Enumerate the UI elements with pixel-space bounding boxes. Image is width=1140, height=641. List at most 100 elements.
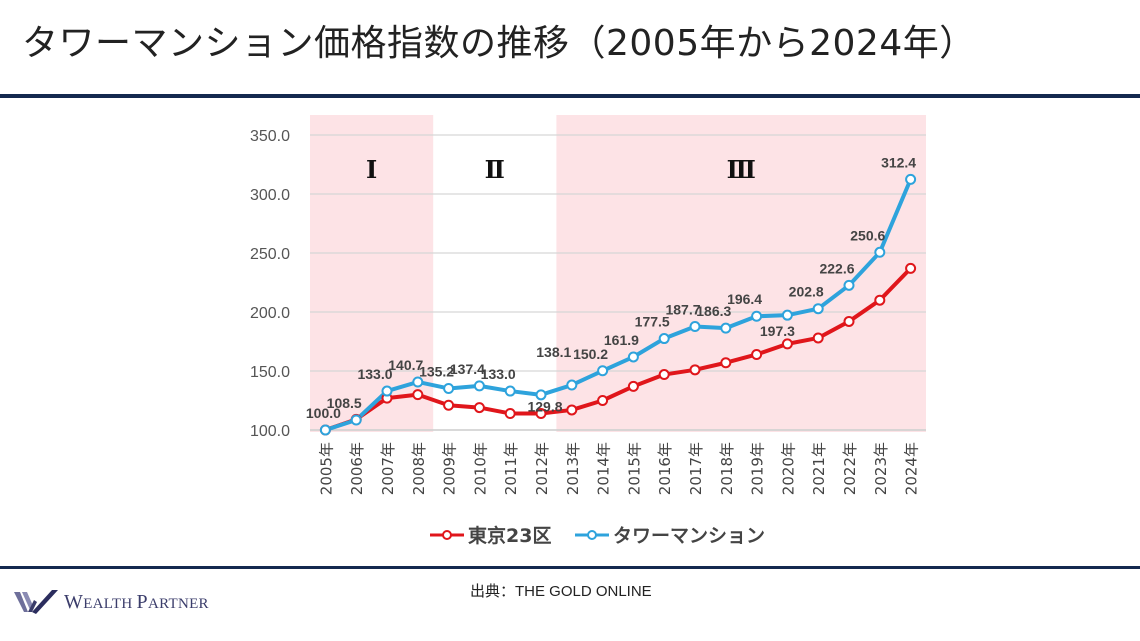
data-point-tower-mansion <box>473 380 485 392</box>
data-label: 161.9 <box>604 332 639 348</box>
wealth-partner-w-logo-icon <box>14 590 58 614</box>
data-point-tower-mansion <box>627 351 639 363</box>
data-point-tokyo23 <box>843 315 855 327</box>
footer-divider <box>0 566 1140 569</box>
x-tick-label: 2009年 <box>441 442 459 495</box>
header-divider <box>0 94 1140 98</box>
y-tick-label: 200.0 <box>250 305 290 322</box>
period-label: Ⅲ <box>727 155 756 184</box>
data-point-tokyo23 <box>627 380 639 392</box>
data-point-tower-mansion <box>658 333 670 345</box>
legend-label: タワーマンション <box>613 525 765 547</box>
y-tick-label: 150.0 <box>250 364 290 381</box>
period-shade <box>310 115 434 432</box>
data-label: 196.4 <box>727 291 762 307</box>
data-label: 100.0 <box>306 405 341 421</box>
line-chart: 100.0 150.0 200.0 250.0 300.0 350.0 Ⅰ Ⅱ Ⅲ 2005年 20… <box>250 115 926 547</box>
x-tick-label: 2017年 <box>687 442 705 495</box>
y-tick-label: 300.0 <box>250 187 290 204</box>
legend-marker <box>587 530 597 540</box>
data-point-tower-mansion <box>350 414 362 426</box>
data-point-tower-mansion <box>597 365 609 377</box>
company-logo: WEALTH PARTNER <box>14 588 209 616</box>
data-label: 186.3 <box>696 303 731 319</box>
data-point-tokyo23 <box>905 262 917 274</box>
x-tick-label: 2005年 <box>317 442 335 495</box>
data-point-tokyo23 <box>443 399 455 411</box>
data-point-tokyo23 <box>504 407 516 419</box>
data-label: 135.2 <box>419 363 454 379</box>
data-point-tower-mansion <box>812 303 824 315</box>
data-point-tokyo23 <box>689 364 701 376</box>
data-label: 133.0 <box>357 366 392 382</box>
data-point-tower-mansion <box>751 310 763 322</box>
x-tick-label: 2018年 <box>718 442 736 495</box>
legend-marker <box>442 530 452 540</box>
data-point-tokyo23 <box>566 404 578 416</box>
data-label: 140.7 <box>388 357 423 373</box>
data-point-tower-mansion <box>566 379 578 391</box>
data-point-tower-mansion <box>720 322 732 334</box>
x-tick-label: 2023年 <box>872 442 890 495</box>
data-label: 202.8 <box>789 284 824 300</box>
data-point-tower-mansion <box>381 385 393 397</box>
x-tick-label: 2011年 <box>502 442 520 495</box>
x-tick-label: 2006年 <box>348 442 366 495</box>
x-tick-label: 2016年 <box>656 442 674 495</box>
x-tick-label: 2022年 <box>841 442 859 495</box>
data-point-tower-mansion <box>504 385 516 397</box>
data-label: 108.5 <box>327 395 362 411</box>
data-label: 129.8 <box>527 398 562 414</box>
data-label: 150.2 <box>573 346 608 362</box>
data-point-tokyo23 <box>412 389 424 401</box>
data-label: 250.6 <box>850 227 885 243</box>
x-tick-label: 2012年 <box>533 442 551 495</box>
x-tick-label: 2014年 <box>595 442 613 495</box>
data-point-tokyo23 <box>597 395 609 406</box>
x-tick-label: 2021年 <box>810 442 828 495</box>
period-label: Ⅰ <box>366 155 377 184</box>
data-point-tokyo23 <box>874 294 886 306</box>
data-point-tokyo23 <box>658 369 670 381</box>
data-point-tower-mansion <box>319 424 331 436</box>
data-label: 138.1 <box>536 344 571 360</box>
data-point-tower-mansion <box>905 173 917 185</box>
period-shade <box>556 115 926 432</box>
x-tick-label: 2019年 <box>749 442 767 495</box>
data-point-tower-mansion <box>781 309 793 321</box>
data-point-tower-mansion <box>874 246 886 258</box>
data-label: 137.4 <box>450 361 485 377</box>
x-tick-label: 2007年 <box>379 442 397 495</box>
x-tick-label: 2024年 <box>903 442 921 495</box>
logo-text: WEALTH PARTNER <box>64 590 209 613</box>
data-point-tokyo23 <box>535 407 547 419</box>
source-citation: 出典：THE GOLD ONLINE <box>470 583 652 600</box>
x-tick-label: 2013年 <box>564 442 582 495</box>
data-label: 312.4 <box>881 154 916 170</box>
data-point-tower-mansion <box>412 376 424 388</box>
data-point-tokyo23 <box>781 338 793 350</box>
data-point-tower-mansion <box>443 382 455 394</box>
period-label: Ⅱ <box>485 155 505 184</box>
data-point-tokyo23 <box>473 402 485 414</box>
data-label: 197.3 <box>760 323 795 339</box>
data-point-tower-mansion <box>535 389 547 401</box>
x-tick-label: 2010年 <box>471 442 489 495</box>
data-point-tokyo23 <box>751 348 763 360</box>
data-label: 222.6 <box>819 260 854 276</box>
y-tick-label: 250.0 <box>250 246 290 263</box>
data-label: 177.5 <box>635 314 670 330</box>
data-point-tokyo23 <box>720 357 732 369</box>
data-point-tower-mansion <box>689 321 701 333</box>
page-title: タワーマンション価格指数の推移（2005年から2024年） <box>22 23 976 64</box>
x-tick-label: 2015年 <box>625 442 643 495</box>
x-tick-label: 2020年 <box>779 442 797 495</box>
data-point-tower-mansion <box>843 279 855 291</box>
data-label: 187.7 <box>665 302 700 318</box>
data-label: 133.0 <box>481 366 516 382</box>
y-tick-label: 350.0 <box>250 128 290 145</box>
y-tick-label: 100.0 <box>250 423 290 440</box>
x-tick-label: 2008年 <box>410 442 428 495</box>
legend-label: 東京23区 <box>468 524 551 547</box>
data-point-tokyo23 <box>812 332 824 344</box>
